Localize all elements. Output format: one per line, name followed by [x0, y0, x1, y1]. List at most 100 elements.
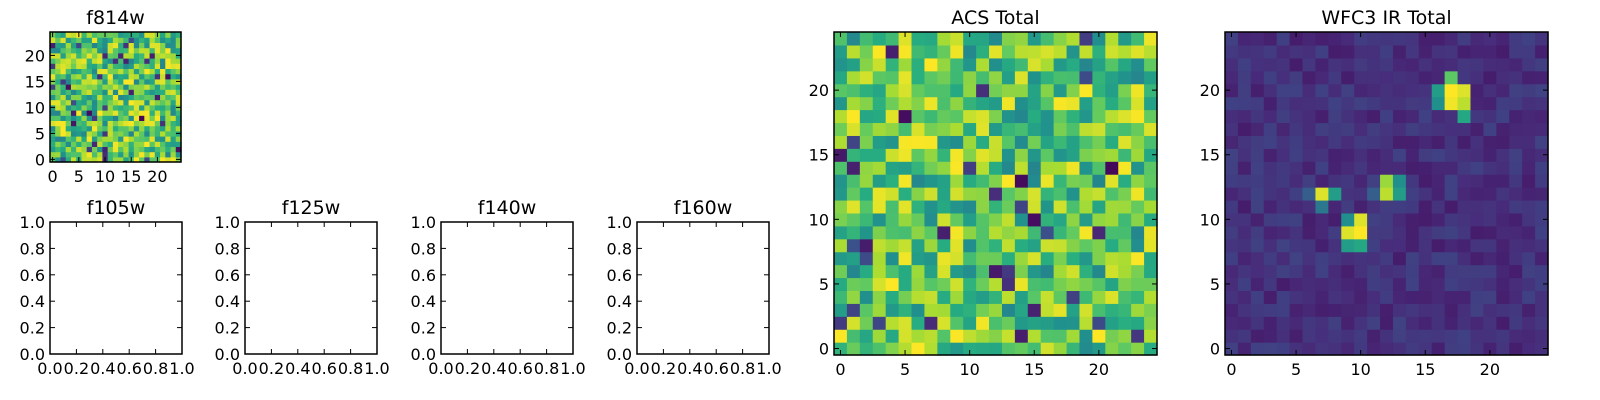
heatmap-cell — [846, 290, 861, 304]
heatmap-cell — [989, 44, 1003, 59]
heatmap-cell — [1053, 225, 1068, 240]
heatmap-cell — [1144, 83, 1158, 98]
heatmap-cell — [112, 99, 119, 106]
heatmap-cell — [911, 199, 926, 214]
heatmap-cell — [1225, 174, 1239, 188]
heatmap-cell — [1105, 83, 1119, 98]
heatmap-cell — [1483, 264, 1497, 279]
heatmap-cell — [1040, 70, 1055, 85]
heatmap-cell — [924, 122, 938, 136]
heatmap-cell — [885, 148, 900, 162]
heatmap-cell — [1040, 303, 1055, 317]
heatmap-cell — [1315, 109, 1329, 124]
heatmap-cell — [1302, 32, 1317, 46]
heatmap-cell — [1079, 277, 1093, 291]
heatmap-cell — [1092, 342, 1106, 356]
heatmap-cell — [872, 316, 887, 330]
heatmap-cell — [872, 238, 887, 253]
heatmap-cell — [1131, 70, 1145, 85]
heatmap-cell — [1315, 83, 1329, 98]
heatmap-cell — [1315, 135, 1329, 149]
x-tick-label: 0.2 — [455, 359, 480, 378]
heatmap-cell — [859, 135, 874, 149]
heatmap-cell — [872, 174, 887, 188]
heatmap-cell — [128, 78, 135, 85]
heatmap-cell — [859, 303, 874, 317]
heatmap-cell — [1053, 238, 1068, 253]
heatmap-cell — [1354, 96, 1368, 111]
heatmap-cell — [112, 151, 119, 158]
heatmap-cell — [1418, 329, 1433, 343]
heatmap-cell — [872, 96, 887, 111]
heatmap-cell — [81, 110, 88, 116]
heatmap-cell — [1079, 329, 1093, 343]
heatmap-cell — [1328, 135, 1342, 149]
heatmap-cell — [1001, 277, 1016, 291]
heatmap-cell — [1027, 225, 1042, 240]
heatmap-cell — [885, 96, 900, 111]
heatmap-cell — [139, 136, 145, 142]
heatmap-cell — [1470, 303, 1484, 317]
heatmap-cell — [107, 130, 114, 137]
heatmap-cell — [1470, 44, 1484, 59]
heatmap-cell — [924, 70, 938, 85]
heatmap-cell — [1027, 148, 1042, 162]
heatmap-cell — [1237, 44, 1252, 59]
heatmap-cell — [989, 238, 1003, 253]
heatmap-cell — [1105, 187, 1119, 201]
heatmap-cell — [139, 42, 145, 49]
heatmap-cell — [1302, 83, 1317, 98]
heatmap-cell — [97, 58, 103, 64]
heatmap-cell — [976, 44, 990, 59]
heatmap-cell — [149, 84, 156, 90]
heatmap-cell — [1225, 122, 1239, 136]
heatmap-cell — [1302, 44, 1317, 59]
heatmap-cell — [133, 84, 140, 90]
heatmap-cell — [898, 57, 913, 72]
heatmap-cell — [1496, 32, 1510, 46]
heatmap-cell — [1092, 264, 1106, 279]
heatmap-cell — [1118, 316, 1132, 330]
heatmap-cell — [872, 342, 887, 356]
heatmap-cell — [60, 47, 67, 54]
heatmap-cell — [144, 141, 151, 147]
heatmap-cell — [76, 120, 83, 127]
heatmap-cell — [149, 89, 156, 95]
heatmap-cell — [1328, 44, 1342, 59]
heatmap-cell — [898, 329, 913, 343]
heatmap-cell — [1118, 32, 1132, 46]
heatmap-cell — [1354, 148, 1368, 162]
heatmap-cell — [1289, 174, 1304, 188]
heatmap-cell — [86, 130, 93, 137]
heatmap-cell — [81, 73, 88, 80]
heatmap-cell — [1237, 83, 1252, 98]
heatmap-cell — [1341, 83, 1355, 98]
heatmap-cell — [81, 120, 88, 127]
heatmap-cell — [1053, 303, 1068, 317]
heatmap-cell — [65, 99, 72, 106]
heatmap-cell — [60, 146, 67, 153]
heatmap-cell — [1289, 264, 1304, 279]
heatmap-cell — [86, 78, 93, 85]
heatmap-cell — [911, 174, 926, 188]
heatmap-cell — [1392, 57, 1407, 72]
heatmap-cell — [963, 44, 977, 59]
heatmap-cell — [65, 104, 72, 111]
heatmap-cell — [1328, 57, 1342, 72]
heatmap-cell — [165, 73, 172, 80]
heatmap-cell — [1040, 148, 1055, 162]
heatmap-cell — [1496, 44, 1510, 59]
heatmap-cell — [50, 58, 56, 64]
heatmap-cell — [1302, 212, 1317, 227]
heatmap-cell — [872, 32, 887, 46]
heatmap-cell — [1380, 44, 1394, 59]
heatmap-cell — [86, 42, 93, 49]
heatmap-cell — [144, 42, 151, 49]
heatmap-cell — [123, 136, 130, 142]
heatmap-cell — [1535, 329, 1549, 343]
heatmap-cell — [911, 329, 926, 343]
heatmap-cell — [160, 94, 166, 101]
heatmap-cell — [937, 329, 951, 343]
heatmap-cell — [1118, 57, 1132, 72]
heatmap-cell — [885, 135, 900, 149]
